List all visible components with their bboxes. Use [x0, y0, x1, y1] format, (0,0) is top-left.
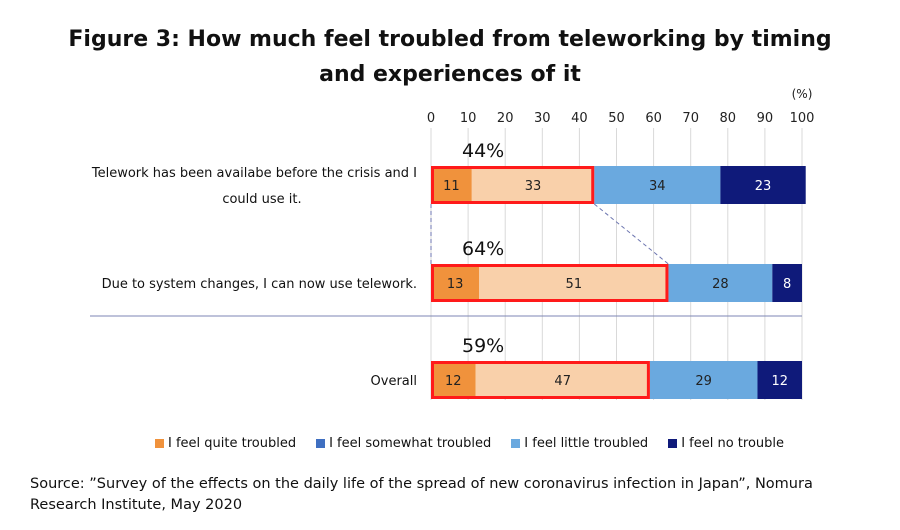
- source-note: Source: ”Survey of the effects on the da…: [30, 476, 813, 513]
- data-label: 33: [525, 179, 542, 194]
- legend-swatch: [668, 439, 678, 448]
- x-tick-label: 70: [682, 111, 699, 126]
- category-label: Overall: [371, 374, 417, 389]
- connector-line: [593, 203, 669, 265]
- highlight-box: [431, 361, 650, 399]
- data-label: 51: [566, 277, 583, 292]
- bar-segment: [479, 264, 669, 302]
- bar-segment: [720, 166, 806, 204]
- data-label: 28: [712, 277, 729, 292]
- data-label: 11: [443, 179, 460, 194]
- bar-segment: [431, 361, 476, 399]
- annotation-label: 44%: [462, 140, 504, 162]
- highlight-box: [431, 264, 669, 302]
- x-tick-label: 30: [534, 111, 551, 126]
- chart-legend: I feel quite troubled I feel somewhat tro…: [155, 436, 784, 451]
- annotation-label: 64%: [462, 238, 504, 260]
- highlight-box: [431, 166, 595, 204]
- data-label: 29: [695, 374, 712, 389]
- x-tick-label: 0: [427, 111, 435, 126]
- annotation-label: 59%: [462, 335, 504, 357]
- bar-segment: [594, 166, 721, 204]
- data-label: 12: [445, 374, 462, 389]
- data-label: 12: [771, 374, 788, 389]
- category-label: Telework has been availabe before the cr…: [91, 166, 417, 181]
- legend-swatch: [155, 439, 164, 448]
- bar-segment: [431, 166, 472, 204]
- x-tick-label: 10: [460, 111, 477, 126]
- x-tick-label: 20: [497, 111, 514, 126]
- x-tick-label: 60: [645, 111, 662, 126]
- bar-segment: [475, 361, 650, 399]
- legend-item: I feel no trouble: [668, 436, 784, 451]
- legend-swatch: [511, 439, 521, 448]
- category-label: could use it.: [222, 192, 301, 207]
- bar-segment: [757, 361, 802, 399]
- bar-segment: [431, 264, 480, 302]
- bar-segment: [471, 166, 595, 204]
- data-label: 23: [755, 179, 772, 194]
- chart-title-line-2: and experiences of it: [319, 62, 581, 87]
- data-label: 47: [554, 374, 571, 389]
- legend-item: I feel quite troubled: [155, 436, 296, 451]
- chart-title-line-1: Figure 3: How much feel troubled from te…: [68, 27, 832, 52]
- legend-label: I feel quite troubled: [168, 436, 297, 451]
- bar-segment: [772, 264, 802, 302]
- unit-label: (%): [792, 87, 813, 101]
- x-tick-label: 80: [720, 111, 737, 126]
- data-label: 13: [447, 277, 464, 292]
- legend-label: I feel somewhat troubled: [329, 436, 492, 451]
- category-label: Due to system changes, I can now use tel…: [102, 277, 417, 292]
- data-label: 34: [649, 179, 666, 194]
- chart-title: Figure 3: How much feel troubled from te…: [0, 22, 900, 92]
- data-label: 8: [783, 277, 791, 292]
- x-tick-label: 40: [571, 111, 588, 126]
- bar-segment: [668, 264, 773, 302]
- legend-label: I feel little troubled: [524, 436, 649, 451]
- bar-segment: [649, 361, 758, 399]
- x-tick-label: 100: [790, 111, 815, 126]
- legend-swatch: [316, 439, 326, 448]
- legend-item: I feel somewhat troubled: [316, 436, 491, 451]
- legend-item: I feel little troubled: [511, 436, 648, 451]
- legend-label: I feel no trouble: [681, 436, 785, 451]
- x-tick-label: 50: [608, 111, 625, 126]
- x-tick-label: 90: [757, 111, 774, 126]
